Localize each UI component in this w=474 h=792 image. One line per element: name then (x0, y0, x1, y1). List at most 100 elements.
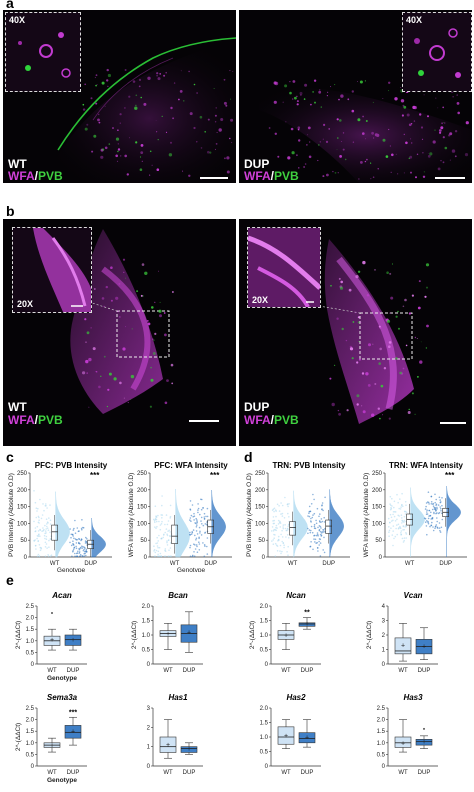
data-point (45, 543, 48, 545)
data-point (435, 512, 437, 515)
data-point (424, 518, 427, 520)
data-point (200, 508, 203, 511)
signal-dot (418, 280, 421, 283)
data-point (313, 534, 316, 537)
data-point (312, 548, 314, 551)
y-tick-label: 0.5 (142, 648, 151, 654)
box-chart-e1: Acan 0 0.5 1.0 1.5 2.0 2.5 2^-(ΔΔCt) + WT + DUPGeno… (15, 591, 87, 682)
data-point (75, 547, 78, 550)
data-point (197, 511, 199, 514)
signal-dot (344, 158, 347, 161)
signal-dot (119, 113, 122, 116)
data-point (50, 538, 52, 540)
y-tick-label: 1.0 (377, 741, 386, 747)
signal-dot (84, 83, 86, 86)
inset-20x-dup: 20X (247, 227, 321, 308)
data-point (157, 546, 159, 549)
data-point (390, 520, 393, 522)
data-point (287, 524, 290, 526)
data-point (203, 512, 206, 515)
data-point (398, 507, 401, 510)
box-chart-e6: Has1 0 1 2 3 + WT + DUP (147, 693, 203, 776)
violin-wt (55, 491, 70, 558)
signal-dot (456, 102, 460, 105)
signal-dot (107, 73, 111, 78)
micrograph-a-dup-graphic (259, 79, 472, 183)
data-point (44, 555, 47, 558)
data-point (402, 525, 405, 528)
signal-dot (371, 413, 375, 417)
signal-dot (340, 94, 344, 98)
data-point (308, 512, 310, 514)
data-point (72, 540, 74, 542)
data-point (34, 530, 36, 533)
significance-marker: *** (445, 471, 455, 480)
signal-dot (170, 106, 173, 110)
signal-dot (86, 331, 90, 335)
data-point (432, 505, 435, 507)
data-point (38, 522, 40, 524)
data-point (405, 504, 407, 506)
x-axis-label: Genotype (57, 567, 86, 572)
data-point (404, 510, 407, 513)
signal-dot (204, 131, 206, 133)
data-point (72, 548, 75, 550)
data-point (313, 498, 315, 501)
signal-dot (372, 101, 374, 103)
signal-dot (308, 155, 312, 159)
data-point (434, 510, 437, 512)
signal-dot (351, 90, 354, 93)
data-point (283, 546, 285, 549)
x-axis-label: Genotype (47, 777, 77, 784)
signal-dot (100, 155, 104, 159)
signal-dot (213, 88, 215, 89)
data-point (167, 539, 170, 542)
signal-dot (122, 258, 126, 261)
data-point (196, 545, 198, 548)
data-point (438, 496, 441, 499)
signal-dot (432, 140, 436, 144)
signal-dot (336, 118, 339, 121)
y-tick-label: 2.5 (26, 706, 35, 712)
data-point (322, 531, 325, 533)
data-point (396, 524, 398, 526)
signal-dot (328, 128, 330, 130)
signal-dot (291, 151, 295, 155)
data-point (158, 520, 160, 523)
y-tick-label: 0.5 (260, 750, 269, 756)
signal-dot (135, 104, 137, 106)
data-point (388, 526, 390, 528)
wfa-signal-dots (82, 258, 174, 408)
signal-dot (356, 394, 360, 398)
signal-dot (140, 96, 142, 99)
data-point (46, 525, 48, 528)
data-point (441, 504, 443, 507)
signal-dot (435, 97, 437, 99)
signal-dot (406, 113, 410, 117)
signal-dot (352, 141, 355, 143)
data-point (276, 550, 279, 552)
y-tick-label: 1 (382, 648, 386, 654)
data-point (319, 555, 322, 557)
signal-dot (404, 298, 407, 302)
data-point (277, 519, 280, 522)
y-tick-label: 1.0 (142, 633, 151, 639)
signal-dot (297, 176, 299, 178)
x-tick-label: WT (398, 668, 408, 674)
data-point (196, 551, 199, 553)
signal-dot (106, 68, 109, 72)
box-dup (415, 739, 433, 746)
data-point (157, 553, 159, 556)
data-point (308, 505, 311, 508)
data-point (320, 518, 323, 520)
signal-dot (150, 366, 153, 369)
signal-dot (443, 122, 444, 123)
signal-dot (330, 86, 332, 88)
signal-dot (150, 378, 154, 382)
data-point (315, 542, 318, 544)
data-point (273, 522, 276, 525)
data-point (192, 515, 194, 518)
signal-dot (368, 343, 371, 347)
data-point (196, 519, 198, 521)
signal-dot (115, 137, 120, 141)
